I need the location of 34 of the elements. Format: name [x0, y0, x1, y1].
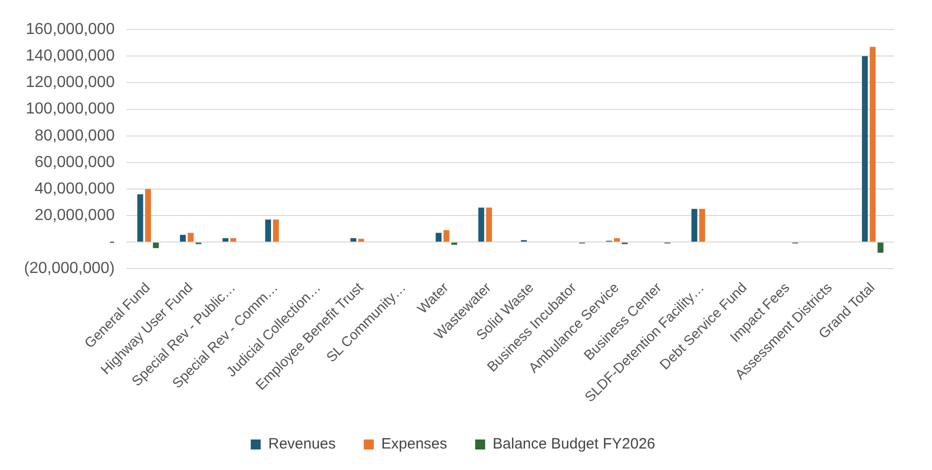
- bar: [614, 238, 620, 242]
- bar: [358, 238, 364, 242]
- bar: [436, 232, 442, 242]
- bar: [180, 234, 186, 242]
- bar: [486, 208, 492, 242]
- bar: [152, 242, 159, 248]
- y-tick-label: 140,000,000: [26, 48, 115, 65]
- bar: [222, 238, 228, 242]
- y-tick-label: 20,000,000: [34, 206, 115, 224]
- bar: [230, 238, 236, 242]
- y-tick-label: 100,000,000: [26, 100, 115, 118]
- bar: [145, 188, 151, 242]
- bar: [265, 220, 272, 242]
- bar: [478, 208, 484, 242]
- bar: [699, 208, 706, 242]
- legend-label: Balance Budget FY2026: [492, 436, 656, 453]
- y-tick-label: (20,000,000): [24, 260, 115, 278]
- y-tick-label: 160,000,000: [26, 21, 115, 38]
- y-tick-label: -: [109, 234, 115, 251]
- bar: [862, 56, 868, 242]
- bar: [870, 46, 876, 242]
- bar: [444, 230, 450, 242]
- legend-label: Revenues: [268, 436, 336, 453]
- bar: [272, 220, 279, 242]
- bar: [691, 208, 698, 242]
- bar: [188, 232, 194, 242]
- legend-label: Expenses: [381, 436, 448, 453]
- y-tick-label: 40,000,000: [34, 180, 115, 198]
- bar: [137, 194, 144, 242]
- y-tick-label: 80,000,000: [34, 127, 115, 144]
- bar: [350, 238, 356, 242]
- y-tick-label: 120,000,000: [26, 74, 115, 92]
- y-tick-label: 60,000,000: [34, 154, 115, 171]
- bar: [878, 242, 884, 253]
